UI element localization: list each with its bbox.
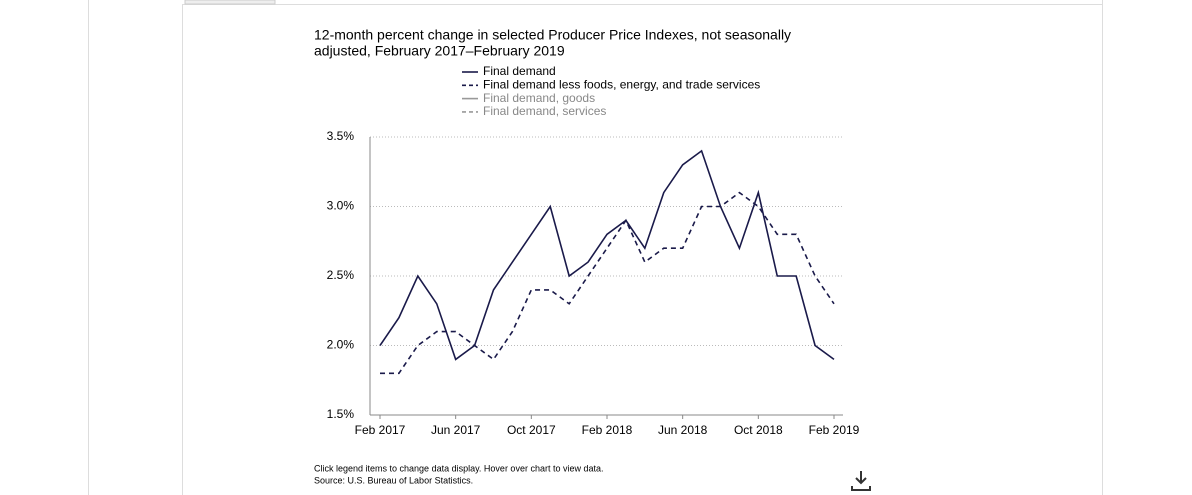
series-line — [379, 149, 835, 361]
legend-label[interactable]: Final demand — [483, 64, 556, 78]
y-tick-label: 2.0% — [327, 338, 355, 352]
note: Source: U.S. Bureau of Labor Statistics. — [314, 475, 473, 485]
x-tick-label: Feb 2019 — [809, 423, 860, 437]
y-tick-label: 2.5% — [327, 268, 355, 282]
y-tick-label: 1.5% — [327, 407, 355, 421]
chart-title: adjusted, February 2017–February 2019 — [314, 43, 565, 59]
x-tick-label: Feb 2017 — [355, 423, 406, 437]
x-tick-label: Feb 2018 — [582, 423, 633, 437]
x-tick-label: Oct 2017 — [507, 423, 556, 437]
tab[interactable] — [184, 0, 276, 5]
series-line — [380, 191, 835, 375]
y-tick-label: 3.0% — [327, 199, 355, 213]
chart-title: 12-month percent change in selected Prod… — [314, 27, 791, 43]
note: Click legend items to change data displa… — [314, 463, 603, 473]
legend-label[interactable]: Final demand less foods, energy, and tra… — [483, 77, 760, 91]
x-tick-label: Jun 2017 — [431, 423, 481, 437]
y-tick-label: 3.5% — [327, 129, 355, 143]
legend-label[interactable]: Final demand, services — [483, 104, 606, 118]
x-tick-label: Oct 2018 — [734, 423, 783, 437]
x-tick-label: Jun 2018 — [658, 423, 708, 437]
download-button[interactable] — [851, 471, 871, 491]
legend-label[interactable]: Final demand, goods — [483, 91, 595, 105]
